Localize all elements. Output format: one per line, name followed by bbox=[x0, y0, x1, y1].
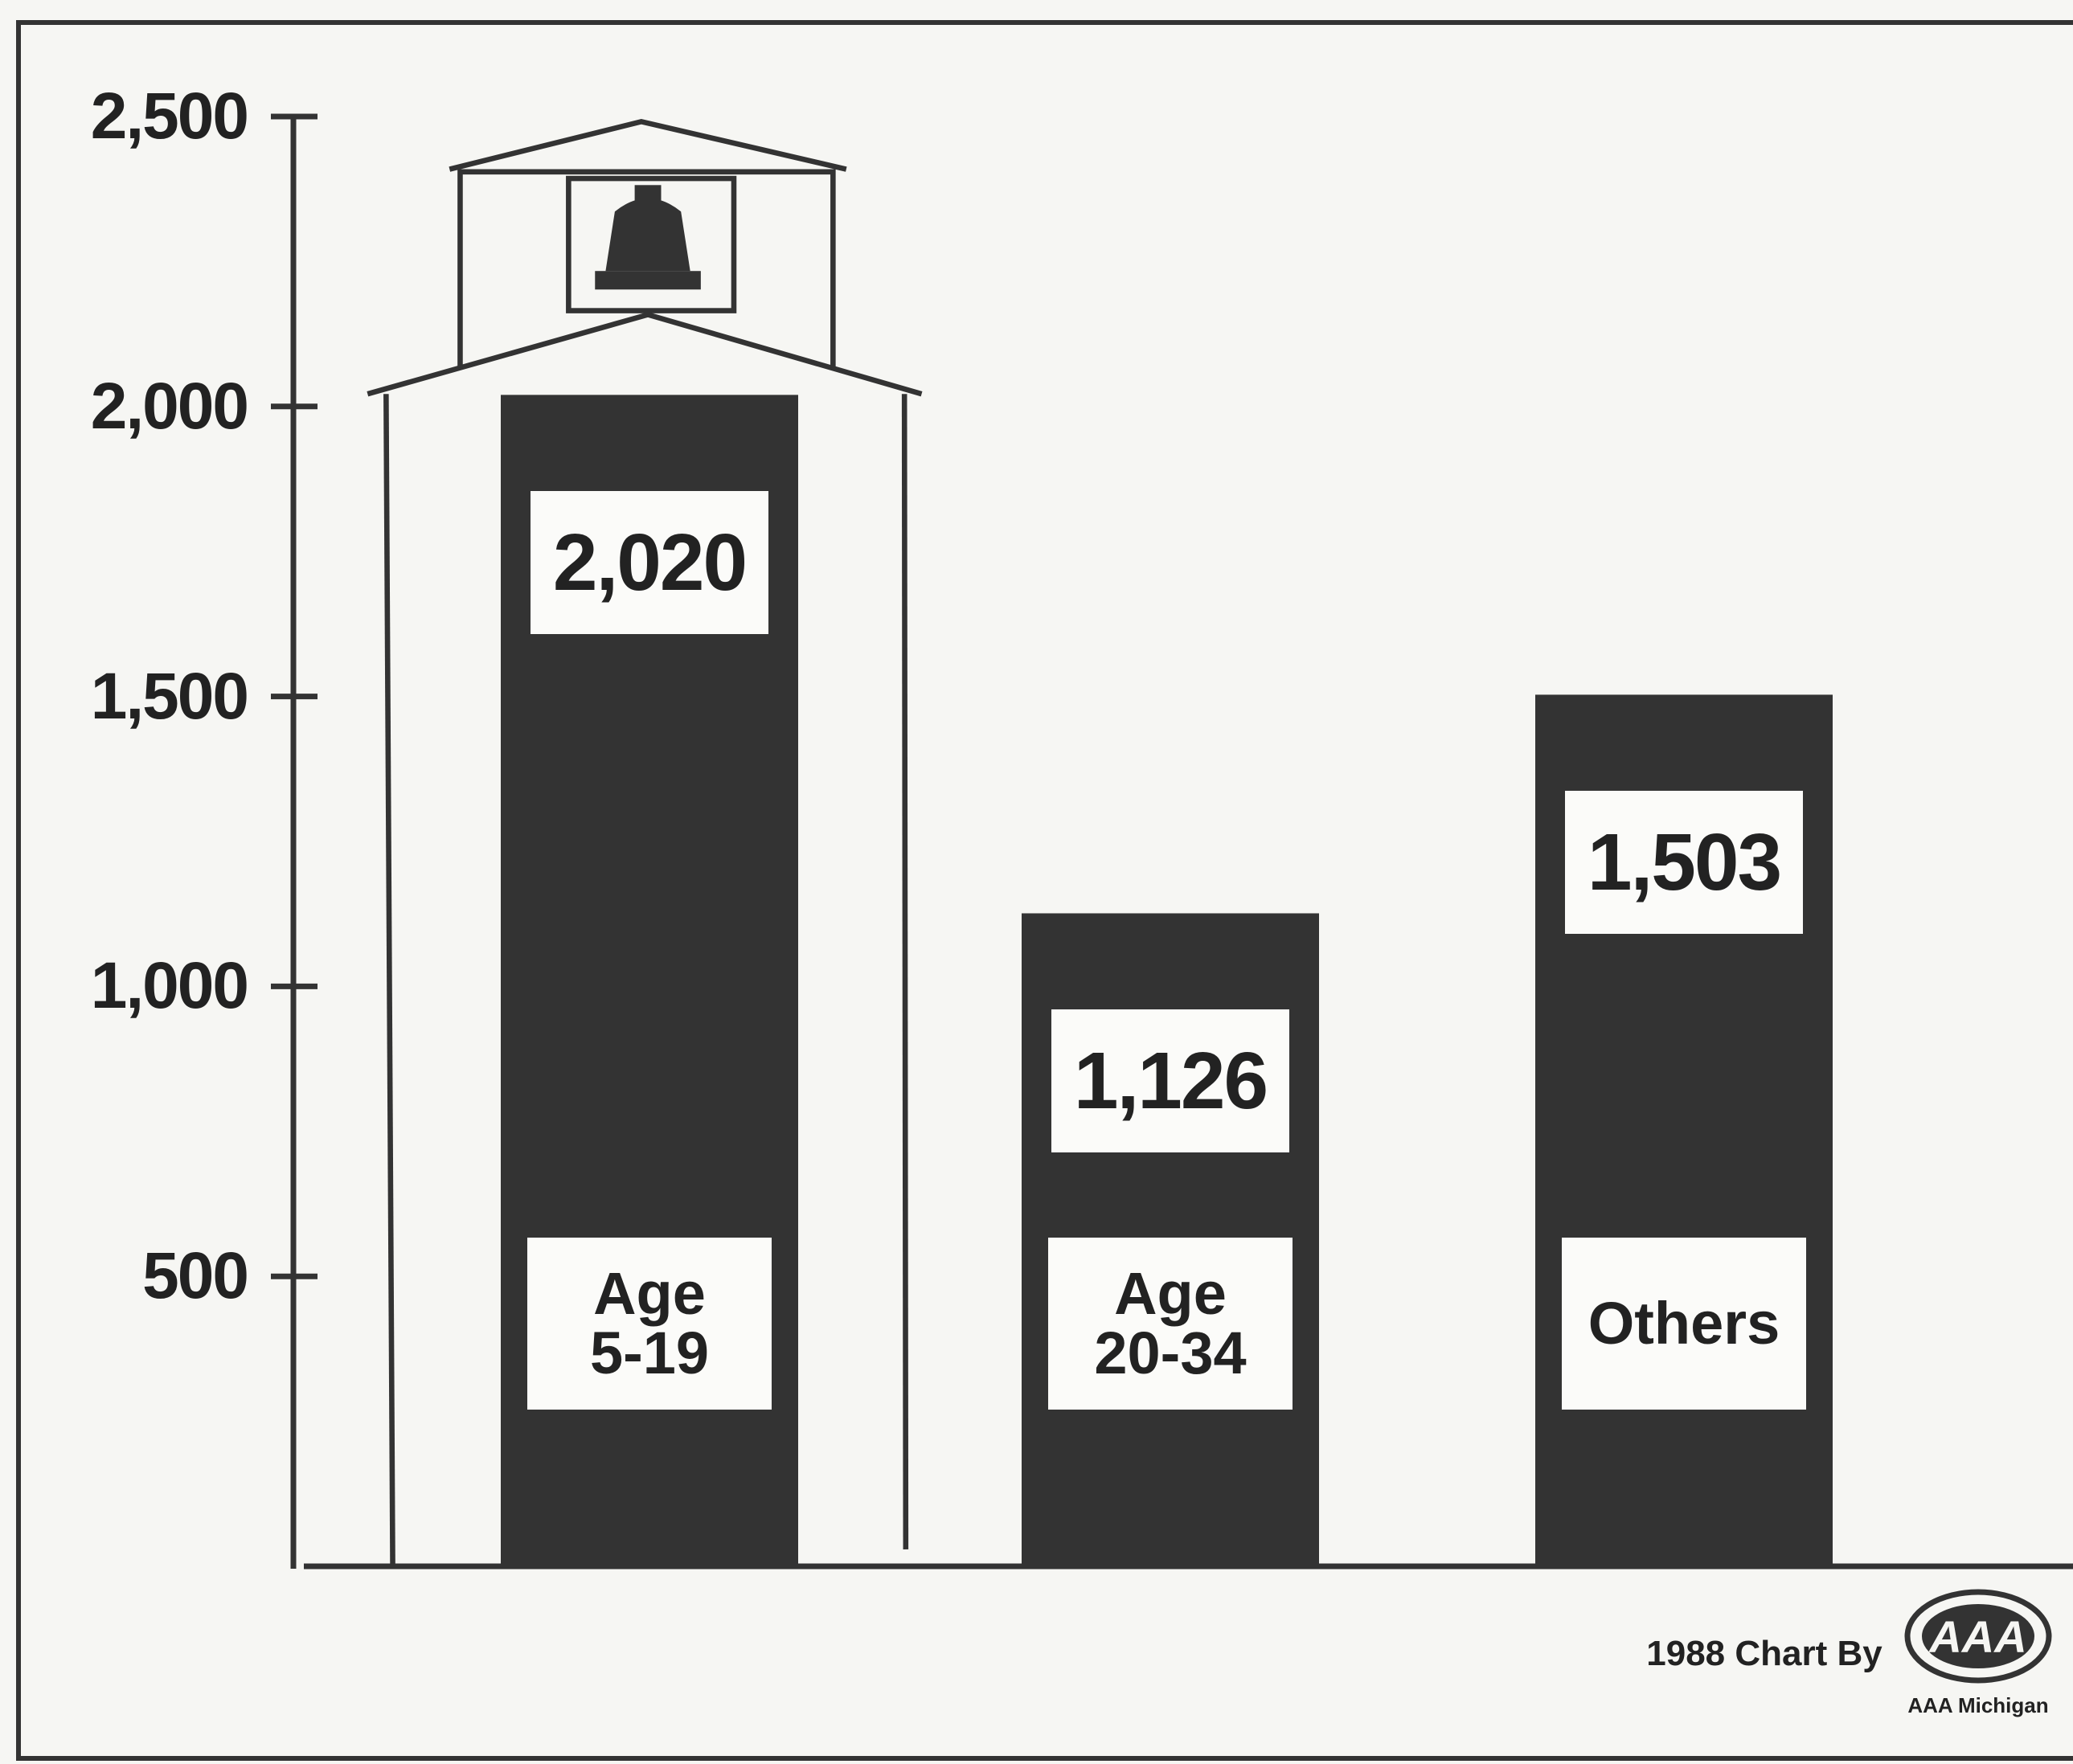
logo-caption: AAA Michigan bbox=[1907, 1692, 2049, 1717]
value-label: 1,503 bbox=[1565, 791, 1803, 935]
category-label: Age 20-34 bbox=[1048, 1238, 1293, 1410]
y-tick-label: 1,000 bbox=[90, 949, 249, 1023]
y-tick-label: 500 bbox=[142, 1239, 249, 1313]
value-label: 2,020 bbox=[531, 491, 768, 635]
frame bbox=[16, 20, 2073, 1761]
logo-text: AAA bbox=[1929, 1611, 2027, 1662]
y-tick-label: 1,500 bbox=[90, 659, 249, 733]
credit: 1988 Chart By bbox=[1646, 1634, 1882, 1673]
category-label: Age 5-19 bbox=[527, 1238, 772, 1410]
value-label: 1,126 bbox=[1051, 1009, 1289, 1153]
category-label: Others bbox=[1562, 1238, 1806, 1410]
y-tick-label: 2,500 bbox=[90, 80, 249, 153]
aaa-logo bbox=[1904, 1589, 2052, 1684]
y-tick-label: 2,000 bbox=[90, 369, 249, 443]
schoolhouse bbox=[367, 118, 923, 1567]
